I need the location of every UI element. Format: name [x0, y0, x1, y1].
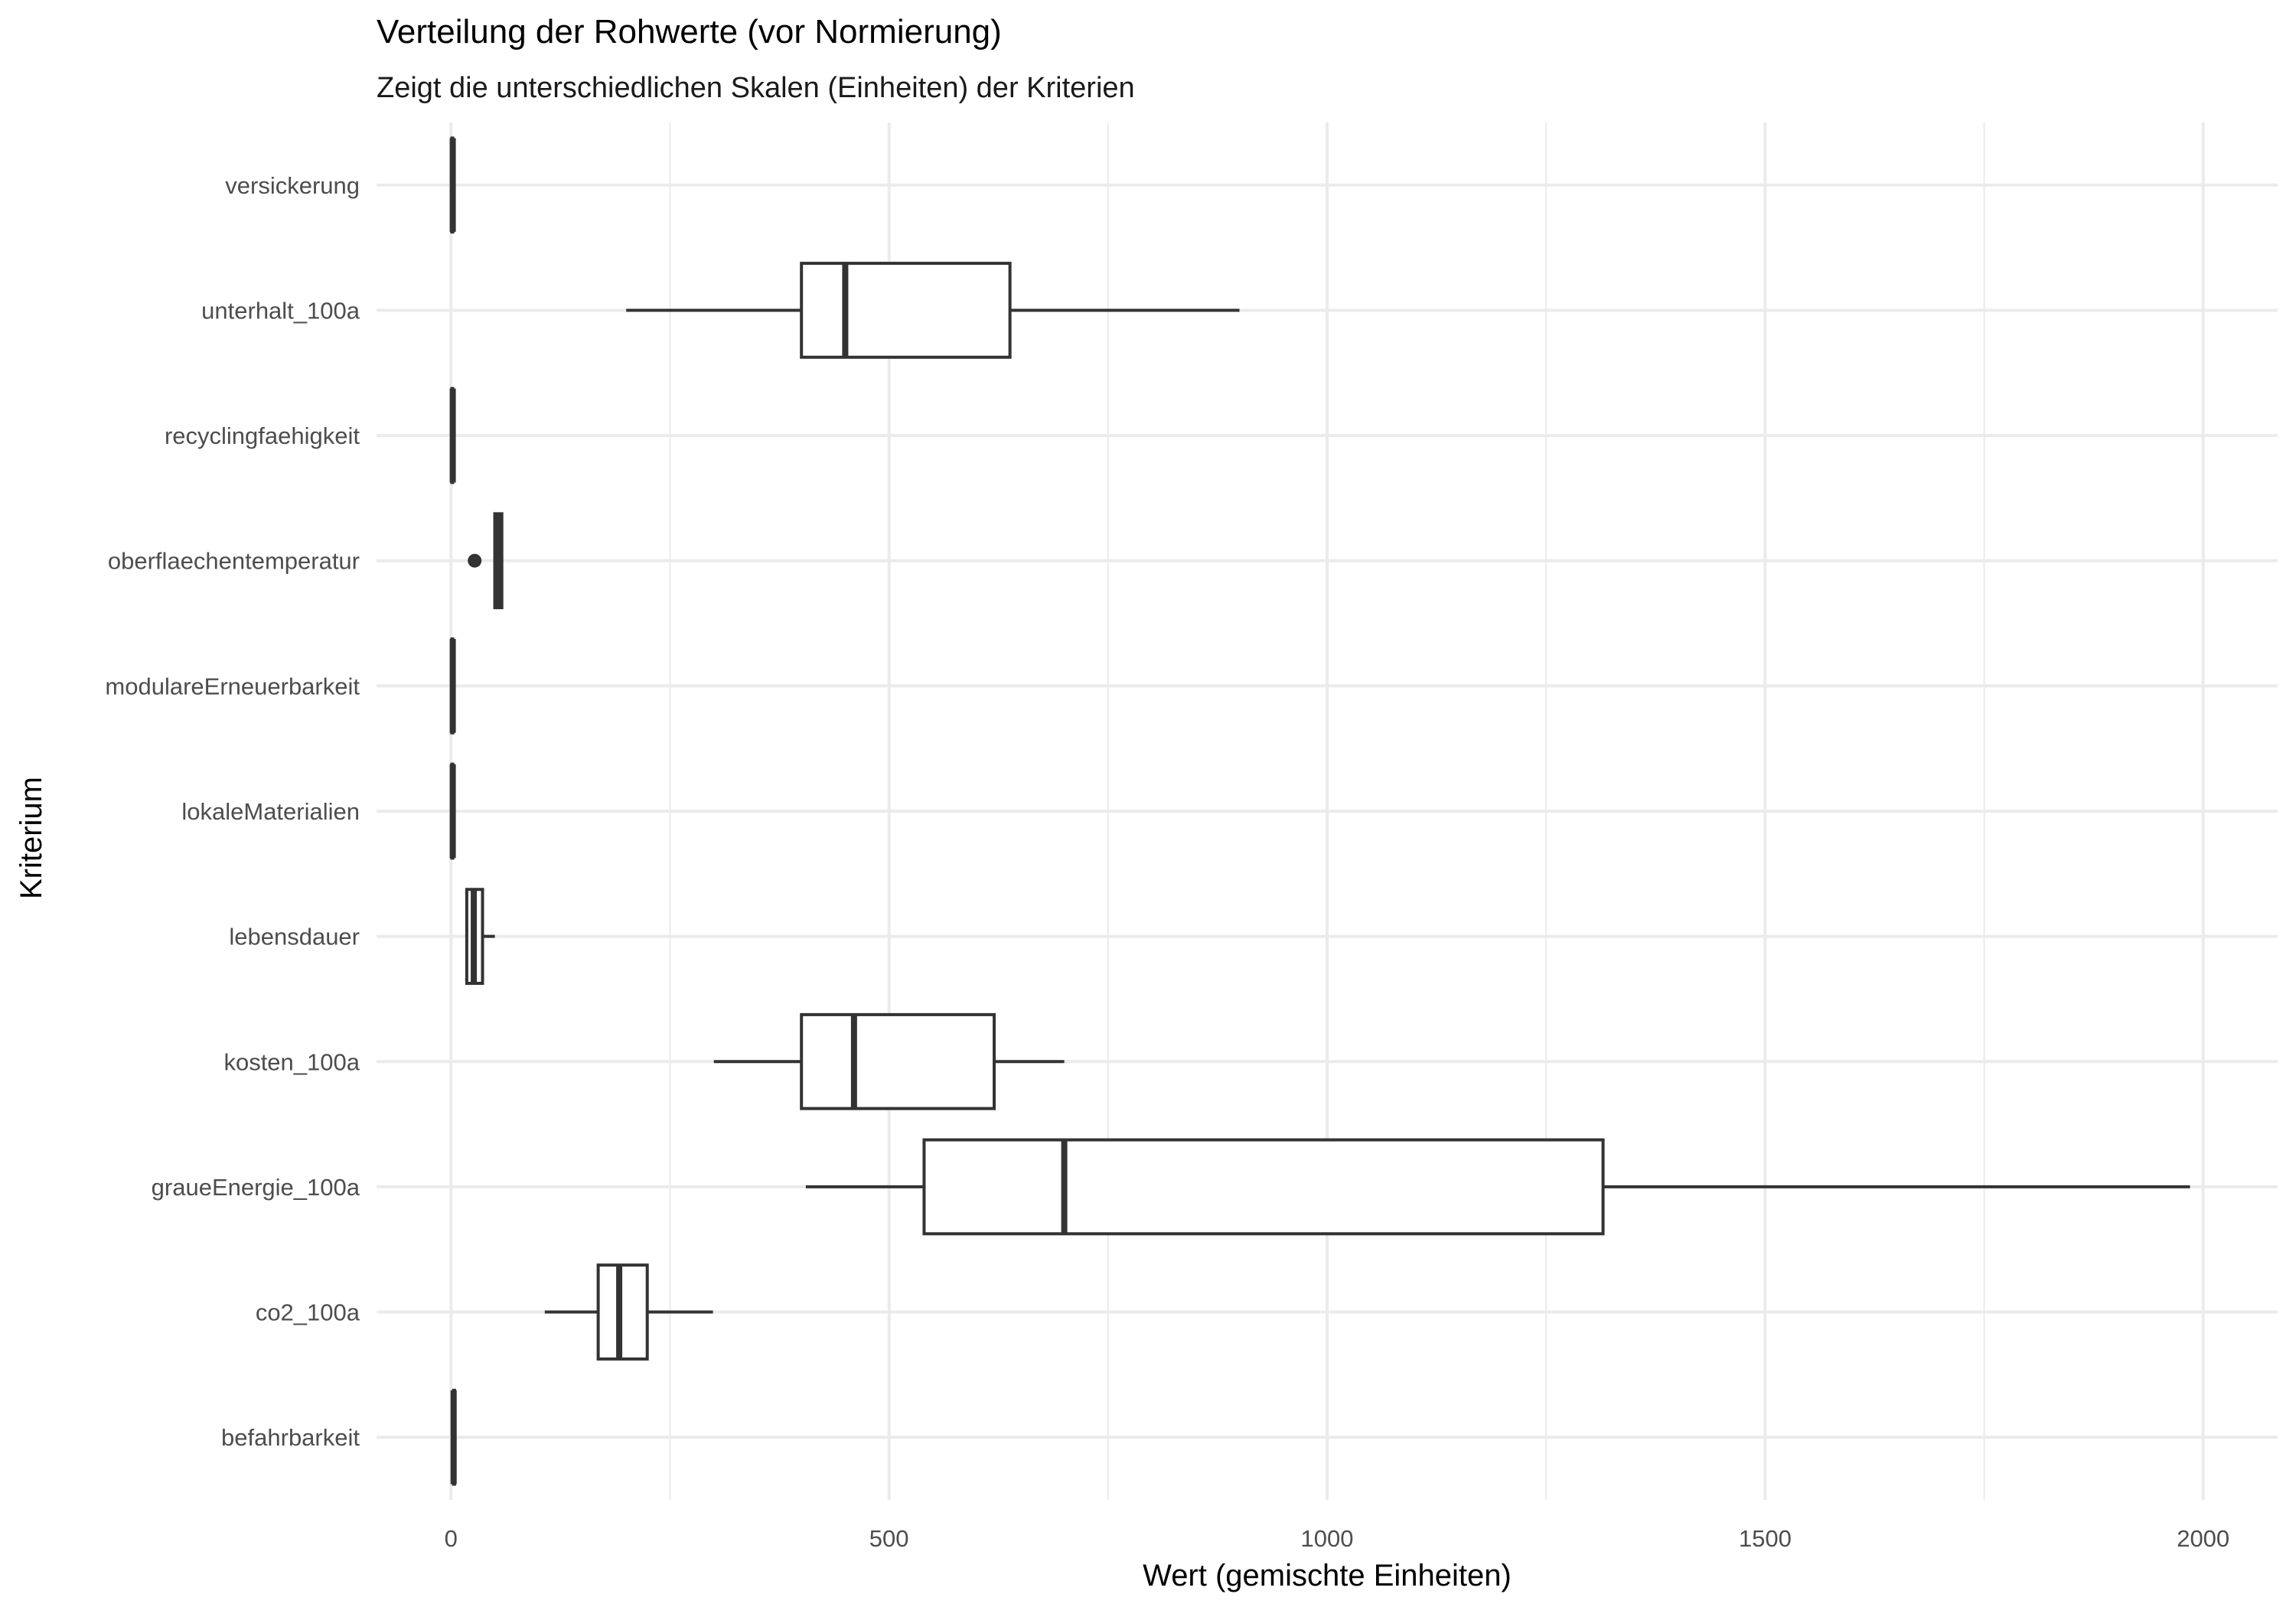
- x-tick-label: 1500: [1739, 1525, 1792, 1552]
- box-iqr: [596, 1263, 649, 1361]
- box-iqr: [922, 1138, 1605, 1236]
- y-tick-label: versickerung: [225, 172, 360, 199]
- x-tick-label: 2000: [2177, 1525, 2229, 1552]
- x-tick-label: 500: [869, 1525, 909, 1552]
- y-tick-label: recyclingfaehigkeit: [165, 422, 360, 449]
- y-tick-label: graueEnergie_100a: [152, 1174, 360, 1201]
- box-lokaleMaterialien: [449, 762, 456, 860]
- box-iqr: [800, 1012, 996, 1110]
- y-axis-title: Kriterium: [15, 777, 48, 899]
- box-graueEnergie_100a: [805, 1138, 2190, 1236]
- box-unterhalt_100a: [626, 262, 1240, 359]
- y-tick-labels: befahrbarkeit co2_100a graueEnergie_100a ko…: [105, 172, 360, 1451]
- y-tick-label: kosten_100a: [223, 1048, 360, 1075]
- y-tick-label: lebensdauer: [229, 924, 360, 950]
- y-tick-label: befahrbarkeit: [221, 1424, 360, 1451]
- box-iqr: [800, 262, 1012, 359]
- x-tick-label: 1000: [1301, 1525, 1354, 1552]
- chart-title: Verteilung der Rohwerte (vor Normierung): [377, 13, 1002, 51]
- x-axis-title: Wert (gemischte Einheiten): [1143, 1559, 1512, 1592]
- box-recyclingfaehigkeit: [449, 386, 456, 484]
- box-versickerung: [449, 136, 456, 234]
- outlier-point: [468, 553, 482, 568]
- box-oberflaechentemperatur: [468, 512, 504, 610]
- chart-subtitle: Zeigt die unterschiedlichen Skalen (Einh…: [377, 72, 1135, 104]
- y-tick-label: co2_100a: [256, 1299, 360, 1326]
- box-co2_100a: [544, 1263, 713, 1361]
- y-tick-label: oberflaechentemperatur: [108, 548, 360, 575]
- y-tick-label: modulareErneuerbarkeit: [105, 673, 360, 699]
- x-tick-label: 0: [445, 1525, 458, 1552]
- boxes: [449, 136, 2190, 1486]
- x-tick-labels: 0 500 1000 1500 2000: [445, 1525, 2230, 1552]
- box-kosten_100a: [713, 1012, 1065, 1110]
- gridlines: [377, 122, 2278, 1500]
- y-tick-label: unterhalt_100a: [201, 297, 360, 324]
- box-lebensdauer: [465, 888, 495, 985]
- box-modulareErneuerbarkeit: [449, 637, 456, 735]
- box-befahrbarkeit: [450, 1388, 457, 1486]
- y-tick-label: lokaleMaterialien: [181, 798, 360, 825]
